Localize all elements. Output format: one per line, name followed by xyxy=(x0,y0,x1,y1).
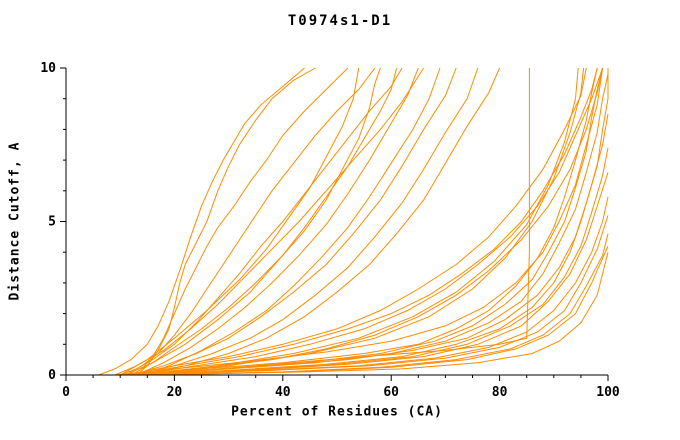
model-curve xyxy=(136,67,316,376)
model-curve xyxy=(141,67,441,376)
model-curve xyxy=(130,114,609,376)
model-curve xyxy=(120,67,403,376)
x-tick-label: 0 xyxy=(62,385,70,400)
model-curve xyxy=(130,67,398,376)
model-curve xyxy=(130,67,349,376)
model-curve xyxy=(125,67,376,376)
model-curve xyxy=(136,73,609,376)
model-curve xyxy=(125,67,598,376)
model-curve xyxy=(147,215,609,376)
x-tick-label: 40 xyxy=(275,385,291,400)
x-tick-label: 60 xyxy=(383,385,399,400)
x-tick-label: 100 xyxy=(596,385,620,400)
model-curve xyxy=(119,67,360,376)
model-curve xyxy=(114,67,604,376)
y-tick-label: 5 xyxy=(48,215,56,230)
x-tick-label: 80 xyxy=(492,385,508,400)
model-curve xyxy=(147,233,609,376)
model-curve xyxy=(130,67,604,376)
x-axis-label: Percent of Residues (CA) xyxy=(231,404,443,420)
model-curve xyxy=(130,67,598,376)
y-tick-label: 10 xyxy=(40,61,56,76)
model-curve xyxy=(125,67,381,376)
model-curve xyxy=(98,67,305,376)
model-curve xyxy=(136,67,604,376)
model-curve xyxy=(130,67,457,376)
model-curve xyxy=(136,67,479,376)
chart-title: T0974s1-D1 xyxy=(287,13,393,29)
model-curve xyxy=(136,67,579,376)
model-curve xyxy=(114,67,425,376)
model-curve xyxy=(141,67,501,376)
model-curve xyxy=(152,252,609,376)
model-curve xyxy=(141,172,609,376)
model-curve xyxy=(136,67,419,376)
x-tick-label: 20 xyxy=(167,385,183,400)
y-tick-label: 0 xyxy=(48,368,56,383)
model-curve xyxy=(125,67,587,376)
model-curve xyxy=(152,245,609,376)
model-curve xyxy=(136,147,609,376)
model-curve xyxy=(141,196,609,376)
model-curve xyxy=(147,68,530,376)
